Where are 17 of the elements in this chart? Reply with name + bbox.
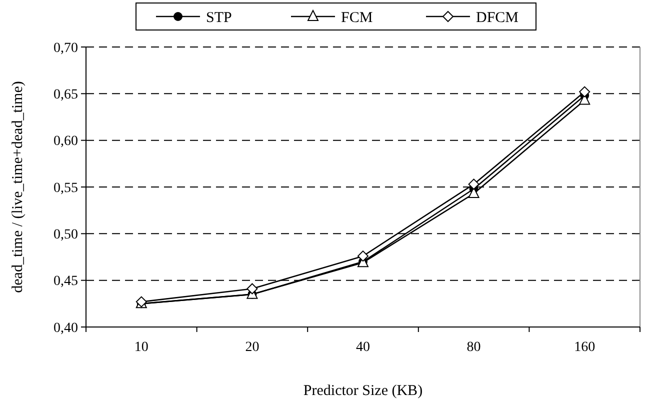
y-tick-label: 0,40 (54, 320, 78, 336)
y-tick-label: 0,65 (54, 88, 78, 103)
y-tick-label: 0,50 (54, 228, 78, 243)
legend-label: DFCM (476, 10, 519, 26)
legend-label: FCM (341, 10, 373, 26)
x-tick-label: 160 (574, 340, 596, 355)
legend-label: STP (206, 10, 232, 26)
x-axis-title: Predictor Size (KB) (303, 383, 423, 399)
y-tick-label: 0,55 (54, 180, 78, 196)
y-tick-label: 0,45 (54, 274, 78, 290)
x-tick-label: 80 (466, 340, 481, 355)
x-tick-label: 20 (245, 340, 260, 355)
x-tick-label: 40 (356, 340, 370, 355)
y-axis-title: dead_time / (live_time+dead_time) (10, 81, 26, 293)
y-tick-label: 0,70 (54, 40, 78, 56)
y-tick-label: 0,60 (54, 134, 78, 150)
x-tick-label: 10 (134, 340, 148, 355)
